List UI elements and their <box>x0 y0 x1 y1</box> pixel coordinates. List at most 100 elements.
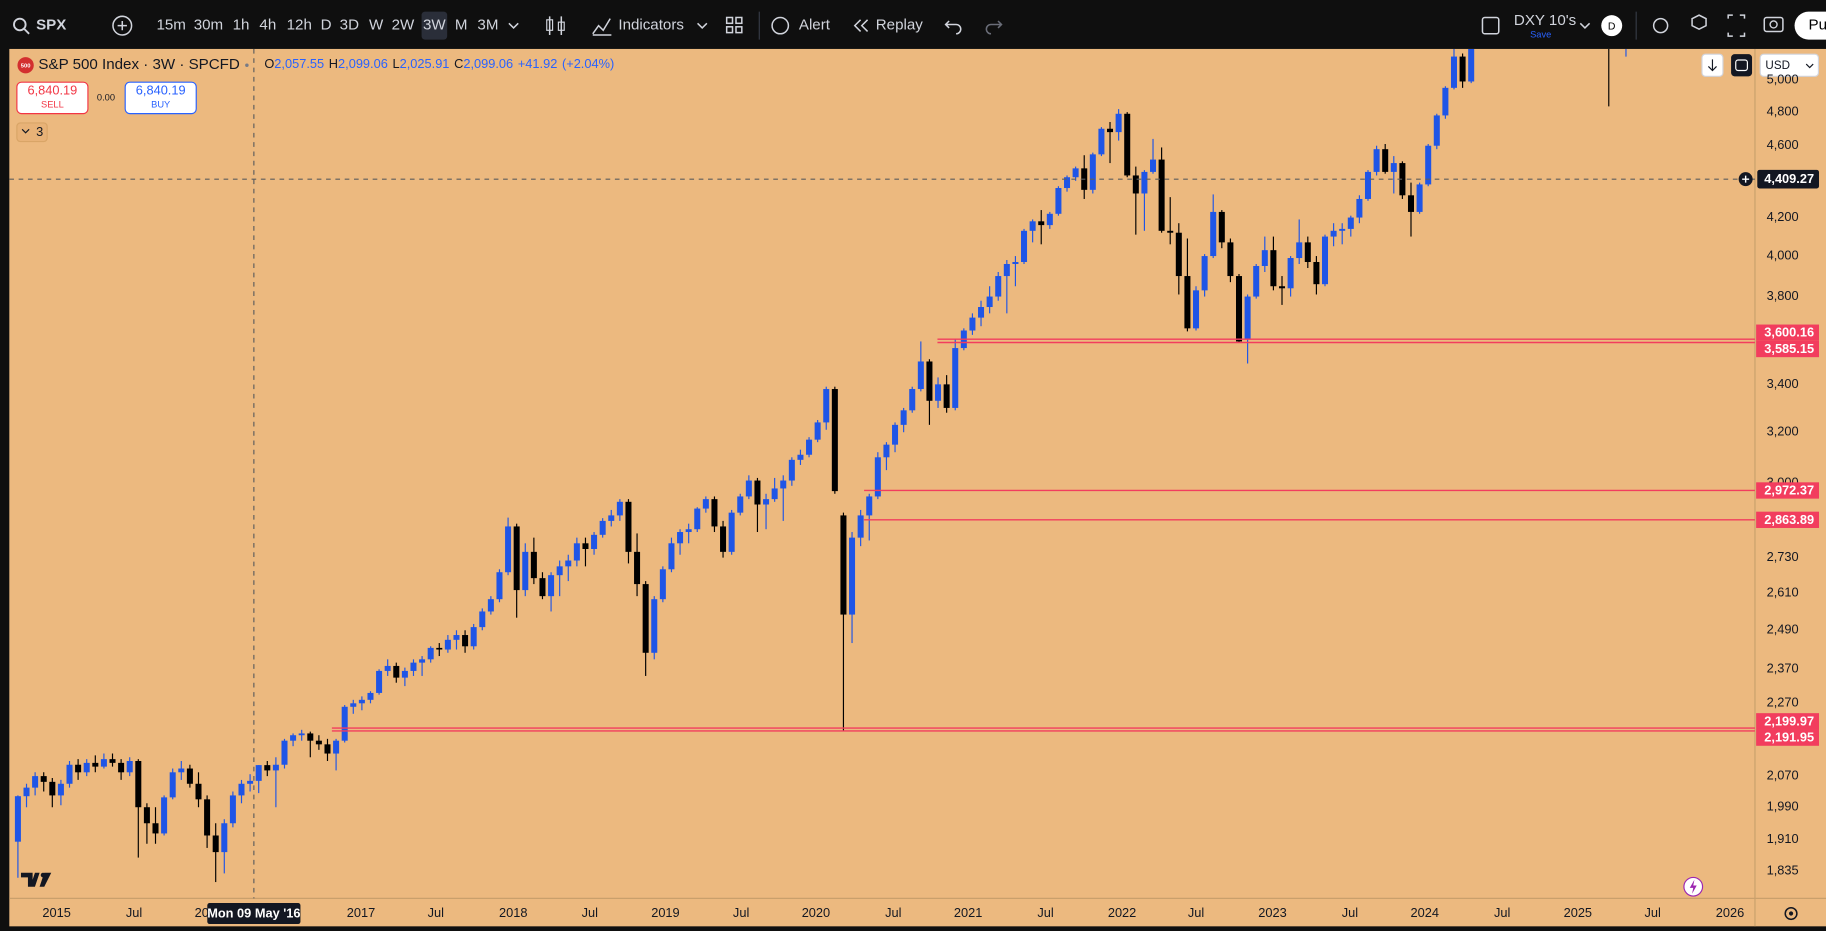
alert-button[interactable]: Alert <box>799 17 831 34</box>
candle-body <box>75 764 82 773</box>
ohlc-key: L <box>393 57 400 72</box>
interval[interactable]: M <box>455 17 468 34</box>
layout-caret[interactable] <box>1579 22 1591 30</box>
currency-button[interactable] <box>1759 53 1820 77</box>
candle-body <box>32 776 39 788</box>
candle-body <box>1407 195 1415 212</box>
level-label: 2,199.97 <box>1764 713 1814 728</box>
ohlc-value: 2,025.91 <box>400 57 450 72</box>
candle-body <box>1218 211 1225 243</box>
candle-body <box>324 744 331 754</box>
settings-icon[interactable] <box>1691 14 1707 30</box>
indicators-toggle[interactable] <box>16 122 48 143</box>
interval[interactable]: 3D <box>340 17 359 34</box>
change: +41.92 <box>518 57 557 72</box>
x-tick-label: 2022 <box>1108 905 1136 920</box>
sell-button[interactable] <box>16 81 89 115</box>
lightning-icon <box>1689 879 1697 894</box>
interval[interactable]: 12h <box>287 17 312 34</box>
compare-plus <box>117 20 127 31</box>
x-tick-label: Jul <box>428 905 444 920</box>
redo-button[interactable] <box>985 20 1003 35</box>
snapshot-icon[interactable] <box>1763 16 1784 33</box>
candle-body <box>479 611 486 628</box>
candle-body <box>100 759 107 767</box>
candle-body <box>797 454 804 460</box>
candle-body <box>1089 154 1096 190</box>
crosshair-date-box <box>207 903 301 925</box>
ohlc-key: C <box>454 57 463 72</box>
x-tick-label: 2020 <box>802 905 830 920</box>
x-tick-label: Jul <box>733 905 749 920</box>
candle-body <box>57 783 64 796</box>
fullscreen-icon[interactable] <box>1727 14 1746 37</box>
candle-body <box>66 764 73 784</box>
interval[interactable]: 1h <box>233 17 250 34</box>
spread: 0.00 <box>97 92 115 102</box>
buy-button[interactable] <box>124 81 197 115</box>
interval[interactable]: 15m <box>156 17 185 34</box>
layout-icon[interactable] <box>1481 16 1500 35</box>
candle-body <box>212 835 219 853</box>
x-tick-label: 2018 <box>499 905 527 920</box>
candle-body <box>616 501 623 516</box>
x-tick-label: Jul <box>1188 905 1204 920</box>
candle-body <box>582 543 589 549</box>
publish-button[interactable] <box>1794 11 1826 40</box>
axis-settings[interactable] <box>1784 906 1798 921</box>
interval[interactable]: 3W <box>423 17 446 34</box>
undo-button[interactable] <box>944 20 962 35</box>
x-tick-label: Jul <box>1342 905 1358 920</box>
crosshair-add-plus <box>1742 175 1750 183</box>
candle-body <box>1468 48 1475 82</box>
candle-body <box>1390 163 1397 172</box>
interval[interactable]: 30m <box>194 17 223 34</box>
candle-body <box>1416 184 1423 212</box>
y-tick-label: 1,990 <box>1767 799 1799 814</box>
replay-button[interactable]: Replay <box>876 17 924 34</box>
candle-body <box>1313 262 1320 285</box>
candle-body <box>1373 149 1380 172</box>
layouts-icon[interactable] <box>725 16 743 34</box>
sell-price: 6,840.19 <box>27 82 77 97</box>
alert-icon <box>771 16 790 35</box>
interval[interactable]: W <box>369 17 384 34</box>
candle-body <box>986 296 993 308</box>
candle-body <box>745 480 752 497</box>
symbol[interactable]: SPX <box>36 17 66 34</box>
candle-body <box>874 457 881 497</box>
candle-body <box>427 647 434 660</box>
quick-search-icon[interactable] <box>1652 17 1669 34</box>
search-icon[interactable] <box>13 17 27 32</box>
y-tick-label: 2,730 <box>1767 549 1799 564</box>
candle-body <box>410 662 417 671</box>
sell-label: SELL <box>41 99 64 109</box>
candle-body <box>376 670 383 693</box>
candle-body <box>1339 228 1346 231</box>
candle-body <box>14 796 21 842</box>
candle-body <box>573 543 580 561</box>
snapshot-lens <box>1769 20 1778 29</box>
candle-body <box>496 572 503 600</box>
layout-name[interactable]: DXY 10's <box>1514 12 1577 29</box>
reset-button[interactable] <box>1731 54 1753 77</box>
candle-body <box>1459 56 1466 82</box>
reset-icon <box>1735 59 1748 72</box>
indicators-caret[interactable] <box>697 22 708 30</box>
interval[interactable]: D <box>321 17 332 34</box>
indicators-button[interactable]: Indicators <box>618 17 684 34</box>
candle-body <box>350 703 357 707</box>
compare-button[interactable] <box>112 15 133 36</box>
candle-body <box>806 439 813 455</box>
level-label-box <box>1756 324 1820 341</box>
y-tick-label: 2,070 <box>1767 767 1799 782</box>
candle-body <box>1003 263 1010 277</box>
candle-body <box>229 795 236 824</box>
interval[interactable]: 2W <box>392 17 415 34</box>
candle-body <box>247 780 254 784</box>
x-tick-label: 2025 <box>1564 905 1592 920</box>
interval[interactable]: 4h <box>259 17 276 34</box>
interval[interactable]: 3M <box>477 17 498 34</box>
interval-caret[interactable] <box>508 22 519 30</box>
avatar[interactable] <box>1601 15 1623 37</box>
